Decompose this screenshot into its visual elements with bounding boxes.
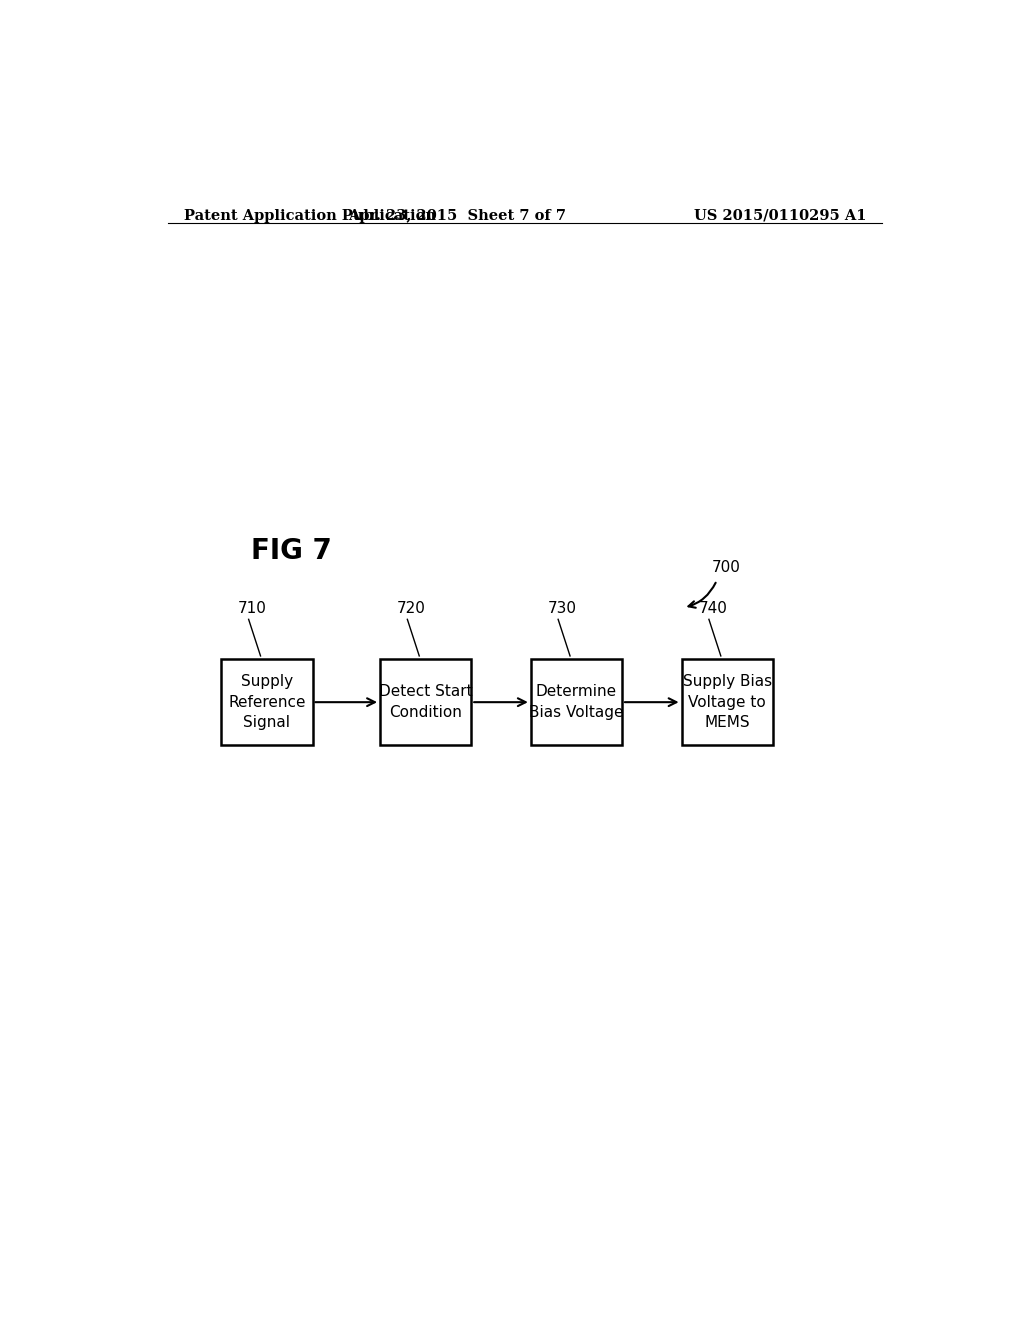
Text: 730: 730 bbox=[548, 602, 577, 616]
Bar bbox=[221, 659, 312, 746]
Text: Apr. 23, 2015  Sheet 7 of 7: Apr. 23, 2015 Sheet 7 of 7 bbox=[348, 209, 566, 223]
Text: Supply
Reference
Signal: Supply Reference Signal bbox=[228, 675, 305, 730]
Text: FIG 7: FIG 7 bbox=[251, 537, 332, 565]
Text: Detect Start
Condition: Detect Start Condition bbox=[379, 685, 472, 719]
Text: 720: 720 bbox=[397, 602, 426, 616]
Text: Supply Bias
Voltage to
MEMS: Supply Bias Voltage to MEMS bbox=[683, 675, 772, 730]
Text: 710: 710 bbox=[239, 602, 267, 616]
Bar bbox=[530, 659, 622, 746]
Text: Determine
Bias Voltage: Determine Bias Voltage bbox=[529, 685, 624, 719]
Text: Patent Application Publication: Patent Application Publication bbox=[183, 209, 435, 223]
Bar bbox=[682, 659, 773, 746]
Text: 740: 740 bbox=[698, 602, 727, 616]
Text: 700: 700 bbox=[712, 560, 740, 576]
Text: US 2015/0110295 A1: US 2015/0110295 A1 bbox=[693, 209, 866, 223]
Bar bbox=[380, 659, 471, 746]
